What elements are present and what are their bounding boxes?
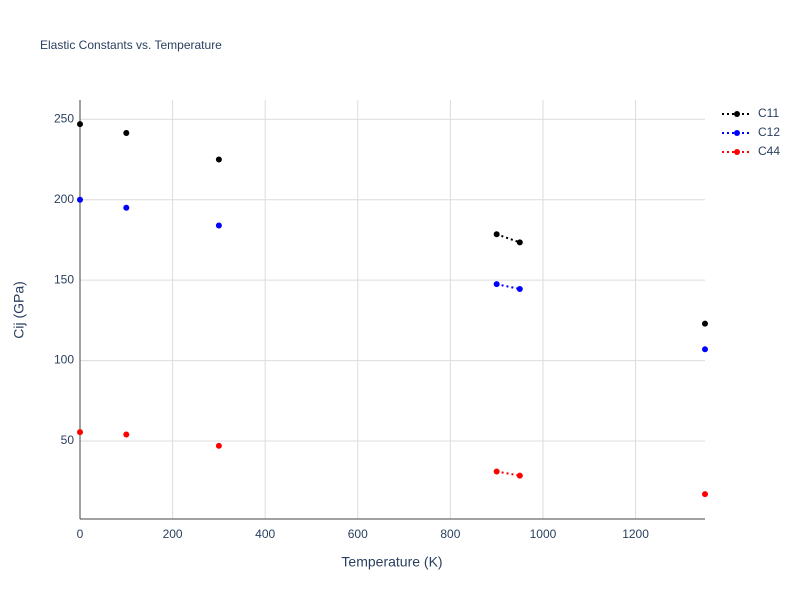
data-point <box>702 346 708 353</box>
data-point <box>123 431 130 438</box>
y-tick-label: 250 <box>54 111 74 125</box>
legend-marker <box>734 149 740 155</box>
legend-marker <box>734 111 740 117</box>
legend-label: C11 <box>758 106 779 120</box>
data-point <box>702 491 708 498</box>
y-axis-label: Cij (GPa) <box>11 281 27 339</box>
data-point <box>77 196 83 203</box>
data-point <box>77 429 83 436</box>
legend-label: C44 <box>758 144 780 158</box>
data-point <box>516 472 523 479</box>
y-tick-label: 150 <box>54 272 74 286</box>
data-point <box>77 121 83 128</box>
y-tick-label: 200 <box>54 192 74 206</box>
data-point <box>215 222 222 229</box>
x-axis-label: Temperature (K) <box>341 554 442 570</box>
legend-label: C12 <box>758 125 780 139</box>
data-point <box>516 285 523 292</box>
y-tick-label: 50 <box>61 433 75 447</box>
data-point <box>493 281 500 288</box>
x-tick-label: 600 <box>348 527 368 541</box>
data-point <box>215 442 222 449</box>
chart-title: Elastic Constants vs. Temperature <box>40 38 222 52</box>
x-tick-label: 0 <box>77 527 84 541</box>
x-tick-label: 1200 <box>622 527 649 541</box>
x-tick-label: 800 <box>440 527 460 541</box>
data-point <box>123 204 130 211</box>
data-point <box>215 156 222 163</box>
y-tick-label: 100 <box>54 353 74 367</box>
data-point <box>493 231 500 238</box>
data-point <box>516 239 523 246</box>
x-tick-label: 400 <box>255 527 275 541</box>
x-tick-label: 200 <box>163 527 183 541</box>
legend-marker <box>734 130 740 136</box>
data-point <box>123 129 130 136</box>
data-point <box>702 320 708 327</box>
data-point <box>493 468 500 475</box>
x-tick-label: 1000 <box>530 527 557 541</box>
